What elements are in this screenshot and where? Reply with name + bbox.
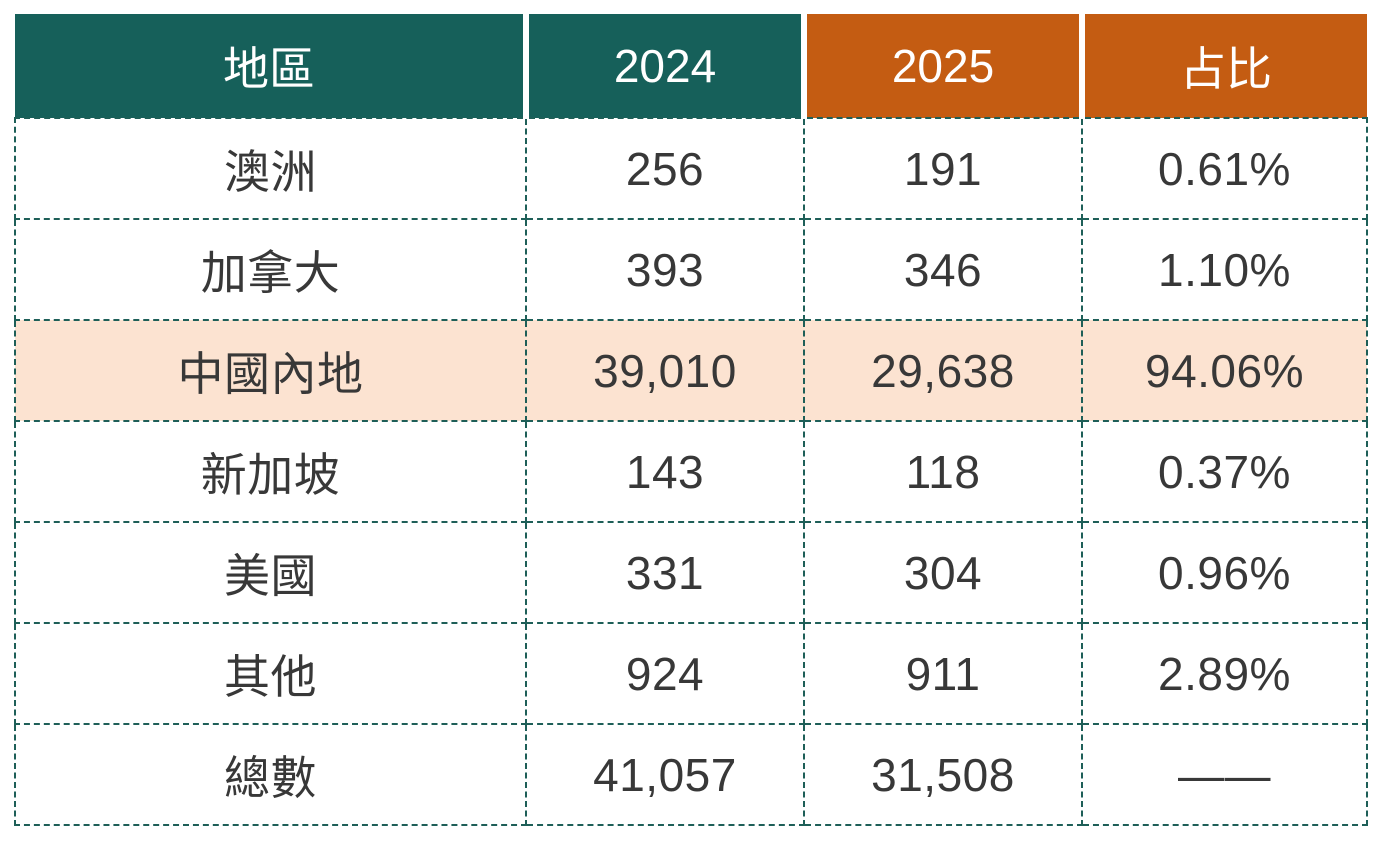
share-cell: 2.89% bbox=[1081, 622, 1368, 725]
value-2025-cell: 29,638 bbox=[803, 319, 1083, 422]
header-cell-2025: 2025 bbox=[801, 14, 1082, 118]
value-2024-cell: 331 bbox=[525, 521, 805, 624]
value-2024-cell: 393 bbox=[525, 218, 805, 321]
value-2025-cell: 911 bbox=[803, 622, 1083, 725]
share-cell: 0.61% bbox=[1081, 117, 1368, 220]
share-cell: 1.10% bbox=[1081, 218, 1368, 321]
value-2025-cell: 118 bbox=[803, 420, 1083, 523]
value-2025-cell: 304 bbox=[803, 521, 1083, 624]
row-mainland-china: 中國內地 39,010 29,638 94.06% bbox=[14, 319, 1368, 422]
region-cell: 其他 bbox=[14, 622, 527, 725]
region-statistics-table: 地區 2024 2025 占比 澳洲 256 191 0.61% 加拿大 393… bbox=[14, 14, 1368, 826]
row-singapore: 新加坡 143 118 0.37% bbox=[14, 420, 1368, 523]
value-2024-cell: 39,010 bbox=[525, 319, 805, 422]
region-cell: 美國 bbox=[14, 521, 527, 624]
value-2024-cell: 41,057 bbox=[525, 723, 805, 826]
region-cell: 總數 bbox=[14, 723, 527, 826]
table-body: 澳洲 256 191 0.61% 加拿大 393 346 1.10% 中國內地 … bbox=[14, 117, 1368, 826]
region-cell: 澳洲 bbox=[14, 117, 527, 220]
region-cell: 中國內地 bbox=[14, 319, 527, 422]
value-2025-cell: 346 bbox=[803, 218, 1083, 321]
value-2025-cell: 191 bbox=[803, 117, 1083, 220]
header-cell-share: 占比 bbox=[1079, 14, 1367, 118]
value-2025-cell: 31,508 bbox=[803, 723, 1083, 826]
value-2024-cell: 256 bbox=[525, 117, 805, 220]
share-cell: 94.06% bbox=[1081, 319, 1368, 422]
row-canada: 加拿大 393 346 1.10% bbox=[14, 218, 1368, 321]
share-cell: 0.96% bbox=[1081, 521, 1368, 624]
value-2024-cell: 143 bbox=[525, 420, 805, 523]
row-australia: 澳洲 256 191 0.61% bbox=[14, 117, 1368, 220]
value-2024-cell: 924 bbox=[525, 622, 805, 725]
share-cell: —— bbox=[1081, 723, 1368, 826]
row-total: 總數 41,057 31,508 —— bbox=[14, 723, 1368, 826]
table-header: 地區 2024 2025 占比 bbox=[15, 14, 1367, 118]
region-cell: 加拿大 bbox=[14, 218, 527, 321]
share-cell: 0.37% bbox=[1081, 420, 1368, 523]
header-cell-2024: 2024 bbox=[523, 14, 804, 118]
header-cell-region: 地區 bbox=[15, 14, 526, 118]
header-row: 地區 2024 2025 占比 bbox=[15, 14, 1367, 118]
row-usa: 美國 331 304 0.96% bbox=[14, 521, 1368, 624]
region-cell: 新加坡 bbox=[14, 420, 527, 523]
row-others: 其他 924 911 2.89% bbox=[14, 622, 1368, 725]
